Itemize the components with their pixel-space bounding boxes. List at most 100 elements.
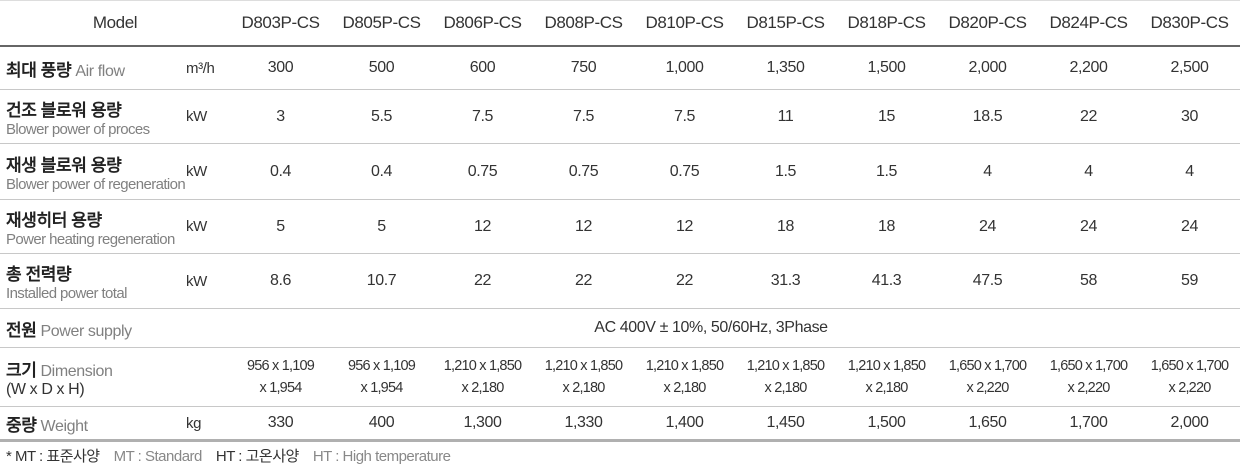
value: 1,700 bbox=[1038, 406, 1139, 442]
value: 47.5 bbox=[937, 253, 1038, 309]
value: 0.75 bbox=[432, 143, 533, 200]
value-line: x 2,180 bbox=[663, 380, 707, 396]
value: 58 bbox=[1038, 253, 1139, 309]
value: 22 bbox=[533, 253, 634, 309]
model-name: D805P-CS bbox=[331, 0, 432, 47]
value: 956 x 1,109 x 1,954 bbox=[331, 347, 432, 407]
footnote-item: * MT : 표준사양 bbox=[6, 448, 100, 465]
label-en: Air flow bbox=[75, 62, 125, 80]
value: 12 bbox=[634, 199, 735, 254]
label-en: Power supply bbox=[40, 322, 133, 340]
value-line: x 2,180 bbox=[562, 380, 606, 396]
row-label: 재생히터 용량 Power heating regeneration bbox=[0, 199, 182, 254]
footnote-item: MT : Standard bbox=[113, 448, 203, 465]
spec-row: 총 전력량 Installed power total kW 8.6 10.7 22 22… bbox=[0, 253, 1240, 309]
value: 1,210 x 1,850 x 2,180 bbox=[634, 347, 735, 407]
label-ko: 중량 bbox=[6, 415, 37, 435]
value: 750 bbox=[533, 46, 634, 90]
value-line: 956 x 1,109 bbox=[348, 358, 416, 374]
spec-row: 크기 Dimension (W x D x H) 956 x 1,109 x 1,95… bbox=[0, 347, 1240, 407]
value: 7.5 bbox=[533, 89, 634, 144]
value: 0.75 bbox=[533, 143, 634, 200]
label-ko: 재생 블로워 용량 bbox=[6, 155, 122, 175]
value-line: x 2,220 bbox=[1067, 380, 1111, 396]
value-line: 1,650 x 1,700 bbox=[1150, 358, 1229, 374]
model-name: D806P-CS bbox=[432, 0, 533, 47]
value: 22 bbox=[1038, 89, 1139, 144]
row-label: 중량 Weight bbox=[0, 406, 182, 442]
label-ko: 재생히터 용량 bbox=[6, 210, 102, 230]
value: 500 bbox=[331, 46, 432, 90]
spec-row: 최대 풍량 Air flow m³/h 300 500 600 750 1,000 1,350… bbox=[0, 46, 1240, 90]
value: 1,450 bbox=[735, 406, 836, 442]
header-label: Model bbox=[0, 0, 230, 47]
value: 0.4 bbox=[230, 143, 331, 200]
value: 12 bbox=[432, 199, 533, 254]
label-ko: 총 전력량 bbox=[6, 265, 72, 284]
unit: kW bbox=[182, 253, 230, 309]
value: 1,330 bbox=[533, 406, 634, 442]
value: 15 bbox=[836, 89, 937, 144]
label-en: Power heating regeneration bbox=[6, 230, 175, 248]
value: 4 bbox=[1139, 143, 1240, 200]
row-label: 건조 블로워 용량 Blower power of proces bbox=[0, 89, 182, 144]
value: 2,000 bbox=[1139, 406, 1240, 442]
label-en: Weight bbox=[40, 417, 89, 435]
value: 1,210 x 1,850 x 2,180 bbox=[836, 347, 937, 407]
value-line: x 2,220 bbox=[1168, 380, 1212, 396]
value: 5 bbox=[230, 199, 331, 254]
row-label: 최대 풍량 Air flow bbox=[0, 46, 182, 90]
label-en: Blower power of proces bbox=[6, 120, 150, 138]
value: 41.3 bbox=[836, 253, 937, 309]
label-ko: 전원 bbox=[6, 320, 37, 340]
value: 1,500 bbox=[836, 46, 937, 90]
spec-table: Model D803P-CS D805P-CS D806P-CS D808P-CS D81… bbox=[0, 0, 1240, 442]
row-label: 전원 Power supply bbox=[0, 308, 182, 348]
value: 1,210 x 1,850 x 2,180 bbox=[735, 347, 836, 407]
value-line: 956 x 1,109 bbox=[247, 358, 315, 374]
value: 1,210 x 1,850 x 2,180 bbox=[432, 347, 533, 407]
value: 1,650 bbox=[937, 406, 1038, 442]
value: 7.5 bbox=[432, 89, 533, 144]
value: 24 bbox=[937, 199, 1038, 254]
value: 1,650 x 1,700 x 2,220 bbox=[937, 347, 1038, 407]
label-sub: (W x D x H) bbox=[6, 380, 85, 398]
value: 18.5 bbox=[937, 89, 1038, 144]
label-en: Blower power of regeneration bbox=[6, 175, 186, 193]
value: 30 bbox=[1139, 89, 1240, 144]
label-ko: 크기 bbox=[6, 360, 37, 380]
value: 3 bbox=[230, 89, 331, 144]
unit: kW bbox=[182, 199, 230, 254]
row-label: 총 전력량 Installed power total bbox=[0, 253, 182, 309]
footnote-item: HT : High temperature bbox=[312, 448, 451, 465]
label-en: Installed power total bbox=[6, 285, 127, 302]
value: 956 x 1,109 x 1,954 bbox=[230, 347, 331, 407]
value: 1,210 x 1,850 x 2,180 bbox=[533, 347, 634, 407]
value-line: x 2,220 bbox=[966, 380, 1010, 396]
value-line: x 2,180 bbox=[865, 380, 909, 396]
value: 1,500 bbox=[836, 406, 937, 442]
value: 10.7 bbox=[331, 253, 432, 309]
merged-value: AC 400V ± 10%, 50/60Hz, 3Phase bbox=[182, 308, 1240, 348]
value: 4 bbox=[1038, 143, 1139, 200]
value: 59 bbox=[1139, 253, 1240, 309]
value: 300 bbox=[230, 46, 331, 90]
value-line: x 2,180 bbox=[461, 380, 505, 396]
spec-row: 건조 블로워 용량 Blower power of proces kW 3 5.5 7.… bbox=[0, 89, 1240, 144]
label-ko: 최대 풍량 bbox=[6, 60, 72, 80]
model-name: D824P-CS bbox=[1038, 0, 1139, 47]
value: 11 bbox=[735, 89, 836, 144]
model-name: D808P-CS bbox=[533, 0, 634, 47]
value: 5.5 bbox=[331, 89, 432, 144]
value-line: 1,650 x 1,700 bbox=[948, 358, 1027, 374]
value: 2,500 bbox=[1139, 46, 1240, 90]
row-label: 재생 블로워 용량 Blower power of regeneration bbox=[0, 143, 186, 200]
spec-row: 재생 블로워 용량 Blower power of regeneration kW… bbox=[0, 143, 1240, 200]
value: 0.75 bbox=[634, 143, 735, 200]
footnote-item: HT : 고온사양 bbox=[215, 448, 299, 465]
value: 1,650 x 1,700 x 2,220 bbox=[1038, 347, 1139, 407]
value: 24 bbox=[1139, 199, 1240, 254]
value: 600 bbox=[432, 46, 533, 90]
model-name: D818P-CS bbox=[836, 0, 937, 47]
